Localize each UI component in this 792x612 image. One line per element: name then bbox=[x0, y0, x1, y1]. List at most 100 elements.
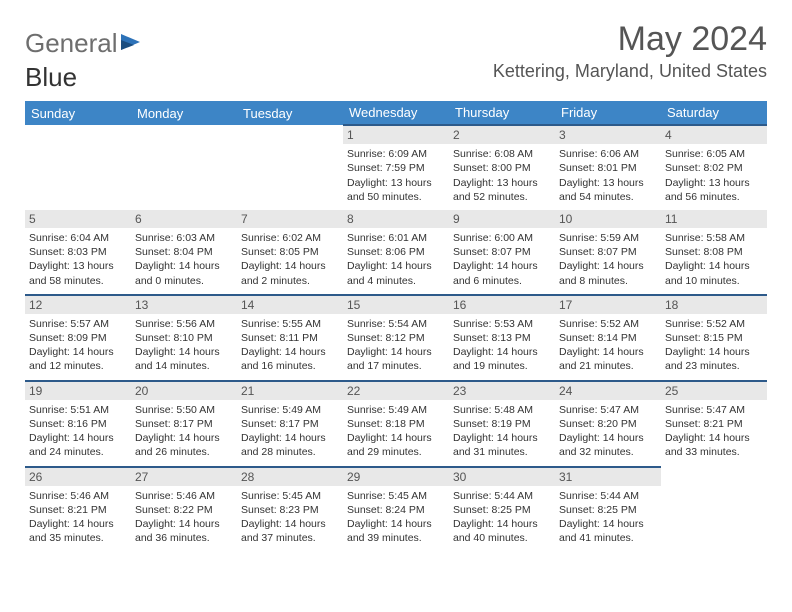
sunrise-line: Sunrise: 5:44 AM bbox=[559, 489, 657, 503]
sunset-line: Sunset: 8:18 PM bbox=[347, 417, 445, 431]
sunset-line: Sunset: 8:04 PM bbox=[135, 245, 233, 259]
day-number: 26 bbox=[25, 468, 131, 486]
day-header-row: SundayMondayTuesdayWednesdayThursdayFrid… bbox=[25, 101, 767, 125]
sunset-line: Sunset: 8:00 PM bbox=[453, 161, 551, 175]
daylight-line: Daylight: 14 hours and 29 minutes. bbox=[347, 431, 445, 459]
day-number: 12 bbox=[25, 296, 131, 314]
day-number: 22 bbox=[343, 382, 449, 400]
sunset-line: Sunset: 8:25 PM bbox=[453, 503, 551, 517]
calendar-cell: 30Sunrise: 5:44 AMSunset: 8:25 PMDayligh… bbox=[449, 467, 555, 552]
daylight-line: Daylight: 14 hours and 21 minutes. bbox=[559, 345, 657, 373]
sunset-line: Sunset: 8:14 PM bbox=[559, 331, 657, 345]
sunrise-line: Sunrise: 5:49 AM bbox=[241, 403, 339, 417]
sunrise-line: Sunrise: 6:08 AM bbox=[453, 147, 551, 161]
sunrise-line: Sunrise: 5:49 AM bbox=[347, 403, 445, 417]
sunset-line: Sunset: 8:07 PM bbox=[453, 245, 551, 259]
sunrise-line: Sunrise: 5:46 AM bbox=[135, 489, 233, 503]
calendar-cell: 6Sunrise: 6:03 AMSunset: 8:04 PMDaylight… bbox=[131, 210, 237, 295]
calendar-cell: 10Sunrise: 5:59 AMSunset: 8:07 PMDayligh… bbox=[555, 210, 661, 295]
daylight-line: Daylight: 14 hours and 10 minutes. bbox=[665, 259, 763, 287]
calendar-cell: 5Sunrise: 6:04 AMSunset: 8:03 PMDaylight… bbox=[25, 210, 131, 295]
sunset-line: Sunset: 8:22 PM bbox=[135, 503, 233, 517]
sunrise-line: Sunrise: 5:54 AM bbox=[347, 317, 445, 331]
daylight-line: Daylight: 14 hours and 16 minutes. bbox=[241, 345, 339, 373]
calendar-cell: 27Sunrise: 5:46 AMSunset: 8:22 PMDayligh… bbox=[131, 467, 237, 552]
sunrise-line: Sunrise: 5:52 AM bbox=[559, 317, 657, 331]
day-number: 4 bbox=[661, 126, 767, 144]
daylight-line: Daylight: 14 hours and 35 minutes. bbox=[29, 517, 127, 545]
calendar-cell: 2Sunrise: 6:08 AMSunset: 8:00 PMDaylight… bbox=[449, 125, 555, 210]
calendar-cell bbox=[131, 125, 237, 210]
sunrise-line: Sunrise: 6:09 AM bbox=[347, 147, 445, 161]
day-number: 8 bbox=[343, 210, 449, 228]
calendar-cell: 23Sunrise: 5:48 AMSunset: 8:19 PMDayligh… bbox=[449, 381, 555, 467]
calendar-week: 26Sunrise: 5:46 AMSunset: 8:21 PMDayligh… bbox=[25, 467, 767, 552]
day-number: 27 bbox=[131, 468, 237, 486]
calendar-cell: 8Sunrise: 6:01 AMSunset: 8:06 PMDaylight… bbox=[343, 210, 449, 295]
day-header: Tuesday bbox=[237, 101, 343, 125]
calendar-cell: 9Sunrise: 6:00 AMSunset: 8:07 PMDaylight… bbox=[449, 210, 555, 295]
calendar-cell: 16Sunrise: 5:53 AMSunset: 8:13 PMDayligh… bbox=[449, 295, 555, 381]
calendar-cell: 29Sunrise: 5:45 AMSunset: 8:24 PMDayligh… bbox=[343, 467, 449, 552]
sunrise-line: Sunrise: 6:05 AM bbox=[665, 147, 763, 161]
day-header: Saturday bbox=[661, 101, 767, 125]
sunrise-line: Sunrise: 5:52 AM bbox=[665, 317, 763, 331]
calendar-cell: 26Sunrise: 5:46 AMSunset: 8:21 PMDayligh… bbox=[25, 467, 131, 552]
day-number: 20 bbox=[131, 382, 237, 400]
day-number: 25 bbox=[661, 382, 767, 400]
sunrise-line: Sunrise: 5:47 AM bbox=[665, 403, 763, 417]
calendar-cell: 3Sunrise: 6:06 AMSunset: 8:01 PMDaylight… bbox=[555, 125, 661, 210]
month-title: May 2024 bbox=[493, 20, 767, 59]
calendar-cell: 7Sunrise: 6:02 AMSunset: 8:05 PMDaylight… bbox=[237, 210, 343, 295]
day-number: 7 bbox=[237, 210, 343, 228]
daylight-line: Daylight: 14 hours and 19 minutes. bbox=[453, 345, 551, 373]
day-number: 28 bbox=[237, 468, 343, 486]
day-header: Friday bbox=[555, 101, 661, 125]
sunrise-line: Sunrise: 6:02 AM bbox=[241, 231, 339, 245]
daylight-line: Daylight: 14 hours and 26 minutes. bbox=[135, 431, 233, 459]
day-number: 2 bbox=[449, 126, 555, 144]
daylight-line: Daylight: 14 hours and 2 minutes. bbox=[241, 259, 339, 287]
sunset-line: Sunset: 8:07 PM bbox=[559, 245, 657, 259]
daylight-line: Daylight: 14 hours and 31 minutes. bbox=[453, 431, 551, 459]
day-number: 23 bbox=[449, 382, 555, 400]
sunset-line: Sunset: 8:23 PM bbox=[241, 503, 339, 517]
calendar-cell: 13Sunrise: 5:56 AMSunset: 8:10 PMDayligh… bbox=[131, 295, 237, 381]
calendar-cell: 14Sunrise: 5:55 AMSunset: 8:11 PMDayligh… bbox=[237, 295, 343, 381]
calendar-table: SundayMondayTuesdayWednesdayThursdayFrid… bbox=[25, 101, 767, 551]
sunrise-line: Sunrise: 5:57 AM bbox=[29, 317, 127, 331]
calendar-week: 19Sunrise: 5:51 AMSunset: 8:16 PMDayligh… bbox=[25, 381, 767, 467]
calendar-cell: 1Sunrise: 6:09 AMSunset: 7:59 PMDaylight… bbox=[343, 125, 449, 210]
calendar-cell bbox=[661, 467, 767, 552]
daylight-line: Daylight: 14 hours and 32 minutes. bbox=[559, 431, 657, 459]
daylight-line: Daylight: 14 hours and 33 minutes. bbox=[665, 431, 763, 459]
daylight-line: Daylight: 13 hours and 54 minutes. bbox=[559, 176, 657, 204]
day-number: 16 bbox=[449, 296, 555, 314]
calendar-cell: 20Sunrise: 5:50 AMSunset: 8:17 PMDayligh… bbox=[131, 381, 237, 467]
calendar-week: 5Sunrise: 6:04 AMSunset: 8:03 PMDaylight… bbox=[25, 210, 767, 295]
daylight-line: Daylight: 14 hours and 28 minutes. bbox=[241, 431, 339, 459]
sunrise-line: Sunrise: 5:45 AM bbox=[241, 489, 339, 503]
sunset-line: Sunset: 8:09 PM bbox=[29, 331, 127, 345]
sunset-line: Sunset: 8:12 PM bbox=[347, 331, 445, 345]
sunset-line: Sunset: 8:17 PM bbox=[135, 417, 233, 431]
day-number: 1 bbox=[343, 126, 449, 144]
daylight-line: Daylight: 14 hours and 12 minutes. bbox=[29, 345, 127, 373]
daylight-line: Daylight: 13 hours and 56 minutes. bbox=[665, 176, 763, 204]
calendar-cell: 15Sunrise: 5:54 AMSunset: 8:12 PMDayligh… bbox=[343, 295, 449, 381]
daylight-line: Daylight: 14 hours and 14 minutes. bbox=[135, 345, 233, 373]
day-number: 17 bbox=[555, 296, 661, 314]
calendar-cell: 18Sunrise: 5:52 AMSunset: 8:15 PMDayligh… bbox=[661, 295, 767, 381]
sunset-line: Sunset: 7:59 PM bbox=[347, 161, 445, 175]
sunrise-line: Sunrise: 5:47 AM bbox=[559, 403, 657, 417]
calendar-cell: 17 Sunrise: 5:52 AMSunset: 8:14 PMDayligh… bbox=[555, 295, 661, 381]
calendar-cell: 28Sunrise: 5:45 AMSunset: 8:23 PMDayligh… bbox=[237, 467, 343, 552]
daylight-line: Daylight: 14 hours and 41 minutes. bbox=[559, 517, 657, 545]
day-number: 13 bbox=[131, 296, 237, 314]
day-header: Thursday bbox=[449, 101, 555, 125]
sunrise-line: Sunrise: 5:59 AM bbox=[559, 231, 657, 245]
day-number: 5 bbox=[25, 210, 131, 228]
logo-text-gray: General bbox=[25, 28, 118, 59]
day-number: 9 bbox=[449, 210, 555, 228]
sunrise-line: Sunrise: 5:55 AM bbox=[241, 317, 339, 331]
